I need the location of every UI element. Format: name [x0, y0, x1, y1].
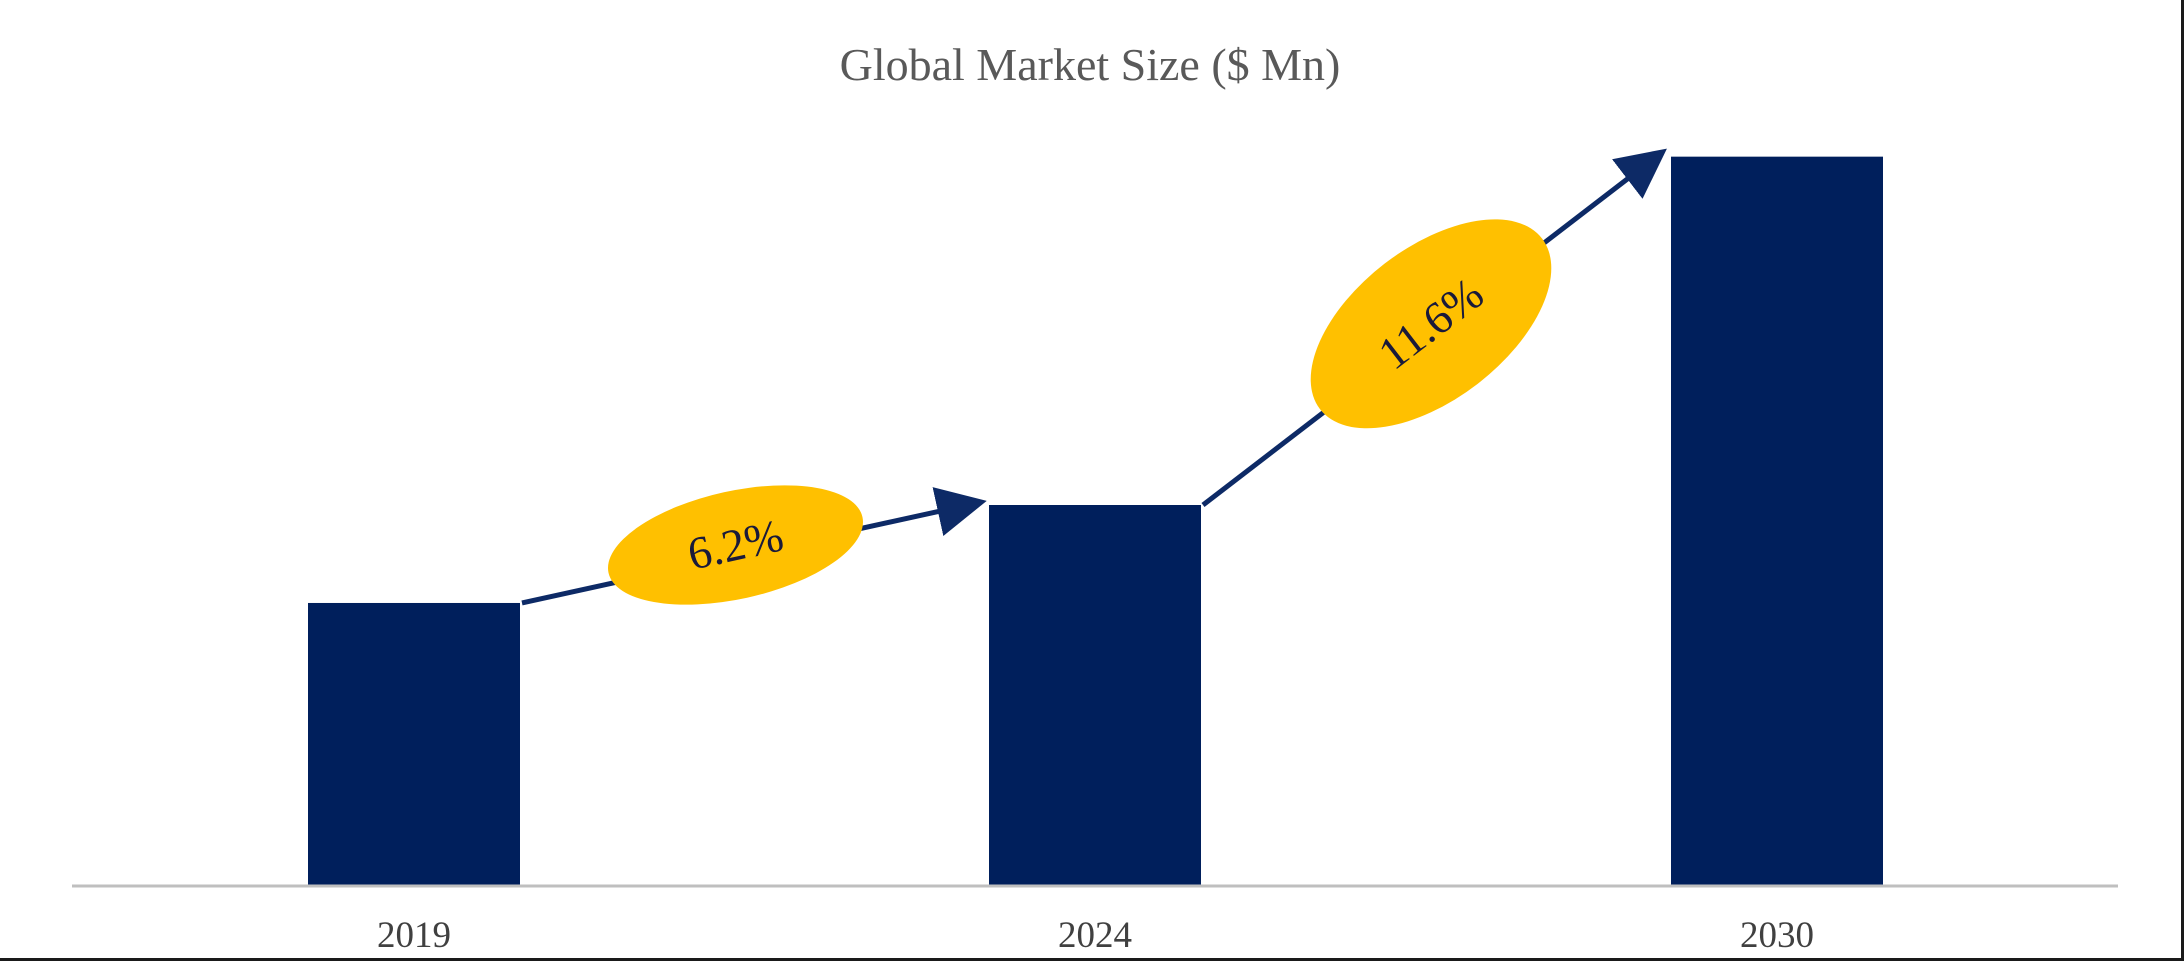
- cagr-badge-shape: [1310, 219, 1552, 429]
- bar-2019: [308, 602, 520, 886]
- bar-2030: [1671, 156, 1883, 886]
- bar-2024: [989, 505, 1201, 886]
- x-tick-labels: 2019 2024 2030: [377, 915, 1814, 956]
- chart-title: Global Market Size ($ Mn): [840, 39, 1341, 90]
- cagr-badge: 6.2%: [608, 485, 863, 605]
- bars: [308, 156, 1883, 886]
- cagr-badges: 6.2% 11.6%: [608, 219, 1552, 605]
- x-tick-label: 2030: [1740, 915, 1814, 956]
- cagr-badge: 11.6%: [1310, 219, 1552, 429]
- x-tick-label: 2024: [1058, 915, 1132, 956]
- cagr-badge-shape: [608, 485, 863, 605]
- x-tick-label: 2019: [377, 915, 451, 956]
